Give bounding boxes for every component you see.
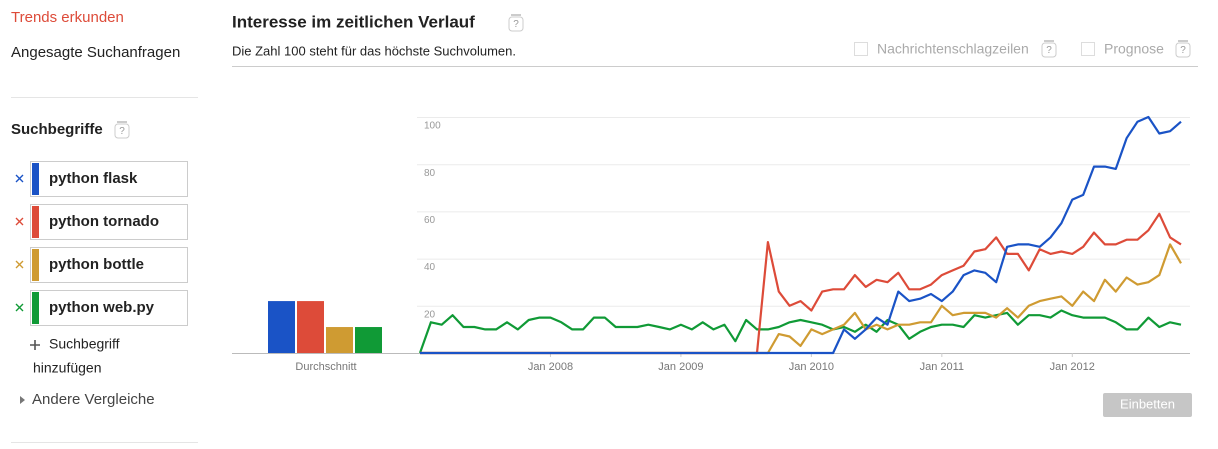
remove-icon[interactable] bbox=[15, 174, 24, 183]
x-tick-label: Jan 2010 bbox=[789, 361, 834, 373]
help-icon-text: ? bbox=[119, 126, 125, 137]
series-line bbox=[420, 212, 1182, 355]
average-bar bbox=[326, 327, 353, 353]
section-title: Interesse im zeitlichen Verlauf bbox=[232, 12, 475, 31]
y-tick-label: 60 bbox=[424, 215, 436, 226]
compare-link[interactable]: Andere Vergleiche bbox=[32, 391, 155, 408]
remove-icon[interactable] bbox=[15, 303, 24, 312]
option-label: Nachrichtenschlagzeilen bbox=[877, 41, 1029, 57]
option-label: Prognose bbox=[1104, 41, 1164, 57]
term-color bbox=[32, 163, 39, 195]
section-subtitle: Die Zahl 100 steht für das höchste Suchv… bbox=[232, 43, 516, 58]
average-bar bbox=[268, 301, 295, 353]
terms-heading: Suchbegriffe bbox=[11, 121, 103, 138]
series-line bbox=[420, 115, 1182, 355]
y-tick-label: 100 bbox=[424, 121, 441, 132]
average-bar bbox=[355, 327, 382, 353]
checkbox[interactable] bbox=[854, 42, 868, 56]
remove-icon[interactable] bbox=[15, 260, 24, 269]
term-box[interactable] bbox=[30, 290, 188, 326]
checkbox[interactable] bbox=[1081, 42, 1095, 56]
term-color bbox=[32, 206, 39, 238]
term-label: python tornado bbox=[49, 213, 159, 230]
help-icon-text: ? bbox=[513, 19, 519, 30]
term-label: python bottle bbox=[49, 256, 144, 273]
nav-link[interactable]: Trends erkunden bbox=[11, 9, 124, 26]
nav-link[interactable]: Angesagte Suchanfragen bbox=[11, 44, 180, 61]
term-label: python web.py bbox=[49, 299, 155, 316]
average-bar bbox=[297, 301, 324, 353]
term-label: python flask bbox=[49, 170, 138, 187]
y-tick-label: 40 bbox=[424, 262, 436, 273]
term-color bbox=[32, 249, 39, 281]
embed-button-label[interactable]: Einbetten bbox=[1120, 396, 1175, 411]
x-tick-label: Jan 2012 bbox=[1050, 361, 1095, 373]
help-icon[interactable] bbox=[1175, 42, 1191, 58]
term-color bbox=[32, 292, 39, 324]
y-tick-label: 20 bbox=[424, 309, 436, 320]
help-icon[interactable] bbox=[1041, 42, 1057, 58]
embed-button[interactable] bbox=[1103, 393, 1192, 417]
average-label: Durchschnitt bbox=[295, 361, 356, 373]
remove-icon[interactable] bbox=[15, 217, 24, 226]
x-tick-label: Jan 2008 bbox=[528, 361, 573, 373]
term-box[interactable] bbox=[30, 247, 188, 283]
series-line bbox=[420, 243, 1182, 355]
series-line bbox=[418, 309, 1182, 354]
x-tick-label: Jan 2011 bbox=[920, 361, 964, 373]
term-box[interactable] bbox=[30, 161, 188, 197]
add-term[interactable]: hinzufügen bbox=[33, 360, 102, 376]
help-icon-text: ? bbox=[1046, 45, 1052, 56]
add-term[interactable]: Suchbegriff bbox=[49, 336, 120, 352]
expand-arrow bbox=[20, 396, 25, 404]
plus-icon bbox=[30, 340, 40, 350]
y-tick-label: 80 bbox=[424, 168, 436, 179]
help-icon[interactable] bbox=[114, 123, 130, 139]
term-box[interactable] bbox=[30, 204, 188, 240]
help-icon-text: ? bbox=[1180, 45, 1186, 56]
help-icon[interactable] bbox=[508, 16, 524, 32]
x-tick-label: Jan 2009 bbox=[658, 361, 703, 373]
